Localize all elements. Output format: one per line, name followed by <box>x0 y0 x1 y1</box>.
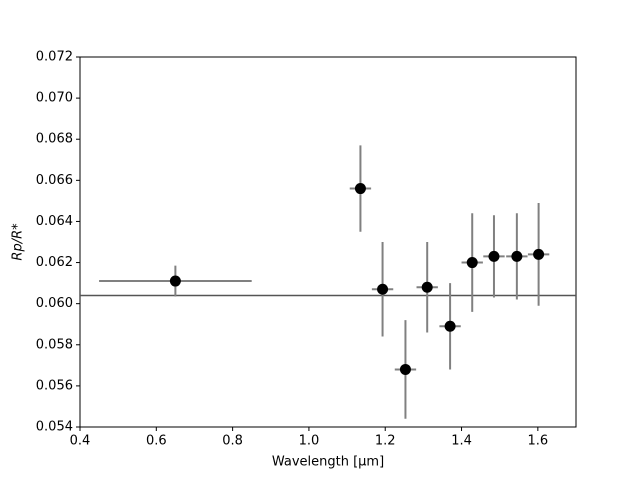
x-tick-label: 1.4 <box>451 434 472 449</box>
y-tick-label: 0.058 <box>36 337 73 352</box>
y-tick-label: 0.066 <box>36 173 73 188</box>
data-point <box>377 283 389 295</box>
x-tick-label: 0.6 <box>146 434 167 449</box>
data-point <box>488 250 500 262</box>
x-tick-label: 1.2 <box>375 434 396 449</box>
y-tick-label: 0.064 <box>36 214 73 229</box>
data-point <box>511 250 523 262</box>
y-tick-label: 0.054 <box>36 420 73 435</box>
data-point <box>421 281 433 293</box>
data-point <box>399 363 411 375</box>
x-tick-label: 1.0 <box>299 434 320 449</box>
x-tick-label: 0.4 <box>70 434 91 449</box>
data-point <box>533 248 545 260</box>
y-tick-label: 0.060 <box>36 296 73 311</box>
plot-frame <box>79 56 577 428</box>
y-tick-label: 0.062 <box>36 255 73 270</box>
data-point <box>466 257 478 269</box>
data-point <box>354 183 366 195</box>
x-tick-label: 0.8 <box>222 434 243 449</box>
x-axis-label: Wavelength [μm] <box>272 455 384 470</box>
data-point <box>169 275 181 287</box>
y-tick-label: 0.068 <box>36 132 73 147</box>
data-point <box>444 320 456 332</box>
y-tick-label: 0.056 <box>36 378 73 393</box>
y-tick-label: 0.070 <box>36 91 73 106</box>
y-tick-label: 0.072 <box>36 50 73 65</box>
x-tick-label: 1.6 <box>528 434 549 449</box>
y-axis-label: Rp/R* <box>11 223 26 261</box>
